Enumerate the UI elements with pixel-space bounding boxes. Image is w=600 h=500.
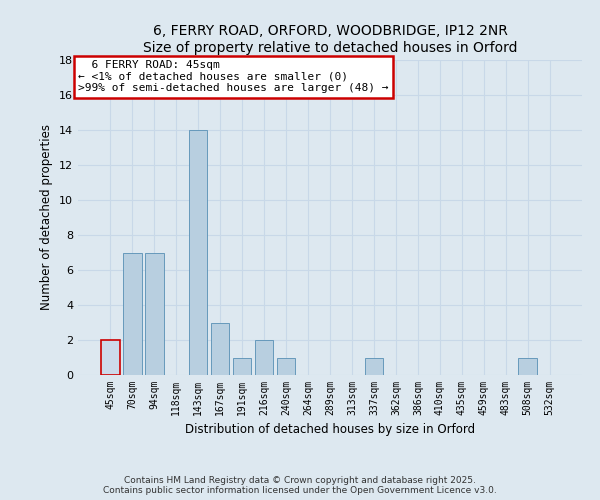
Bar <box>233 358 251 375</box>
Y-axis label: Number of detached properties: Number of detached properties <box>40 124 53 310</box>
Bar <box>189 130 208 375</box>
Bar <box>123 252 142 375</box>
Bar <box>277 358 295 375</box>
Bar <box>255 340 274 375</box>
Text: Contains HM Land Registry data © Crown copyright and database right 2025.
Contai: Contains HM Land Registry data © Crown c… <box>103 476 497 495</box>
Bar <box>101 340 119 375</box>
Bar <box>145 252 164 375</box>
Bar <box>211 322 229 375</box>
Title: 6, FERRY ROAD, ORFORD, WOODBRIDGE, IP12 2NR
Size of property relative to detache: 6, FERRY ROAD, ORFORD, WOODBRIDGE, IP12 … <box>143 24 517 54</box>
Bar <box>365 358 383 375</box>
Bar <box>518 358 537 375</box>
X-axis label: Distribution of detached houses by size in Orford: Distribution of detached houses by size … <box>185 424 475 436</box>
Text: 6 FERRY ROAD: 45sqm
← <1% of detached houses are smaller (0)
>99% of semi-detach: 6 FERRY ROAD: 45sqm ← <1% of detached ho… <box>78 60 389 93</box>
